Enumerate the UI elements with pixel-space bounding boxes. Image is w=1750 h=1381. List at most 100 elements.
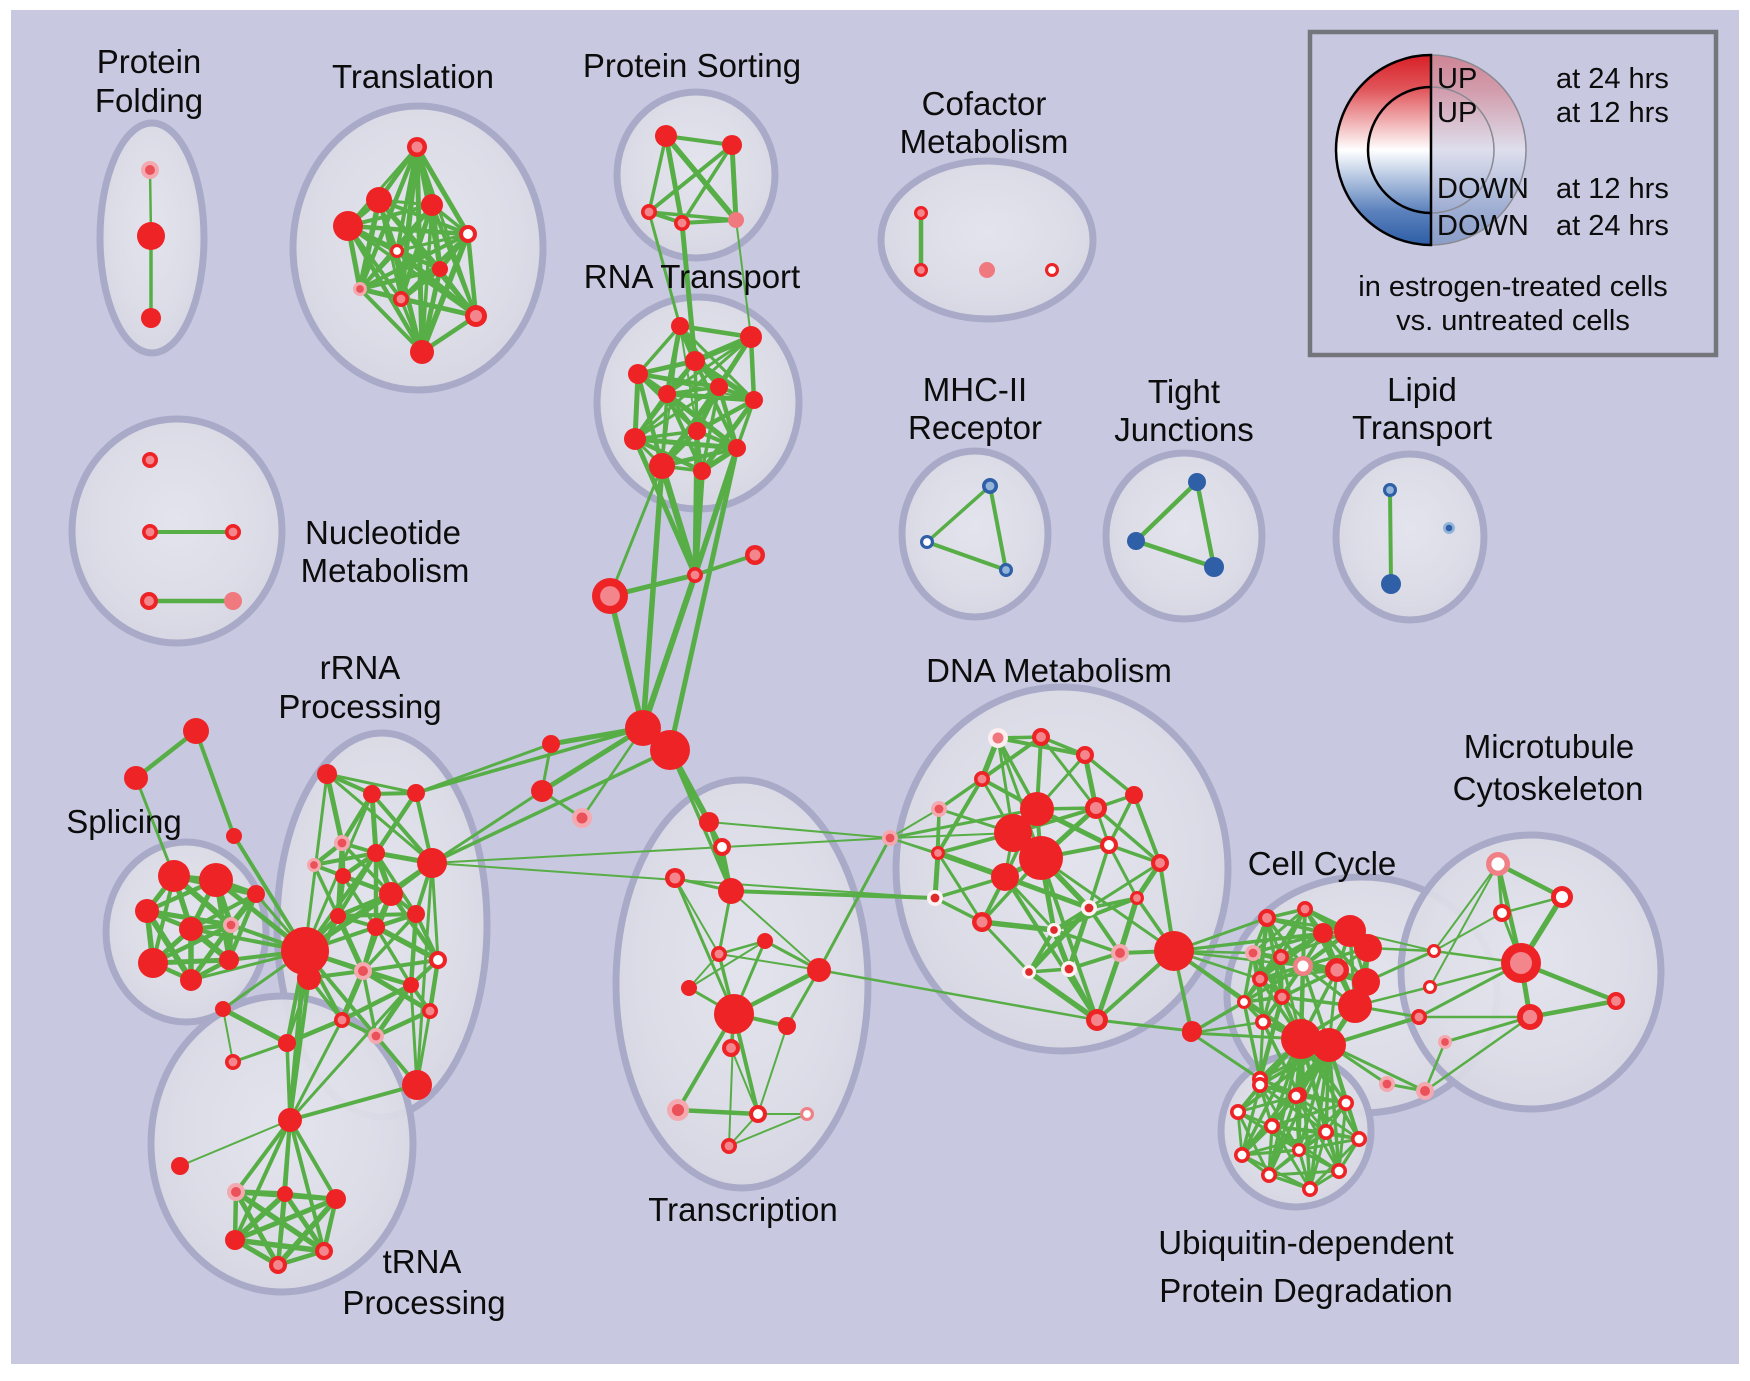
edge-ps2-ps4	[647, 210, 738, 222]
edge-rr6-rr11	[341, 874, 378, 929]
edge-ch8-dm4	[889, 808, 940, 839]
node-rt9	[728, 439, 746, 457]
legend-direction-3: DOWN	[1437, 173, 1529, 205]
node-rt2	[685, 351, 705, 371]
legend-inner-ring-left	[1366, 85, 1432, 215]
legend-direction-2: UP	[1437, 97, 1477, 129]
node-rr17	[422, 1003, 438, 1019]
node-tr3	[333, 211, 363, 241]
edge-dm15-dm20	[980, 920, 1031, 974]
node-tx0	[699, 812, 719, 832]
cluster-ellipse-mhc-ii-receptor	[898, 447, 1052, 621]
node-ps1	[722, 135, 742, 155]
edge-tn0-tn1	[179, 1119, 291, 1167]
node-ps3	[674, 215, 690, 231]
legend-box	[1307, 29, 1719, 358]
edge-ub1-ub2	[1236, 1094, 1298, 1114]
edge-tx9-tx12	[757, 1025, 788, 1115]
node-ub5	[1318, 1124, 1334, 1140]
node-tx14	[721, 1138, 737, 1154]
edge-rr18-rr20	[284, 1017, 345, 1046]
edge-rr22-tn0	[288, 1083, 419, 1122]
edge-ps1-ps4	[729, 142, 739, 223]
edge-ps2-rt0	[647, 210, 682, 328]
node-sc3	[179, 917, 203, 941]
node-cc11	[1274, 989, 1290, 1005]
node-tx3	[718, 878, 744, 904]
edge-st0-st2	[194, 729, 236, 838]
cluster-label-splicing-line1: Splicing	[66, 803, 182, 840]
node-dm2	[1076, 746, 1094, 764]
edge-rt6-rt7	[694, 397, 757, 434]
node-tn4	[326, 1189, 346, 1209]
node-dm21	[1061, 961, 1077, 977]
edge-tn3-tn5	[232, 1191, 288, 1243]
edge-tr4-tr5	[395, 232, 470, 253]
node-rr4	[367, 844, 385, 862]
node-rt8	[624, 428, 646, 450]
edge-ub5-ub7	[1240, 1130, 1328, 1157]
edge-sc4-sc6	[188, 922, 234, 983]
edge-dm3-dm4	[937, 777, 984, 811]
node-tx13	[800, 1107, 814, 1121]
cluster-label-microtubule-cytoskeleton-line1: Microtubule	[1464, 728, 1635, 765]
cluster-label-rrna-processing-line2: Processing	[278, 688, 441, 725]
edge-sc3-sc8	[189, 892, 258, 931]
node-nm2	[225, 524, 241, 540]
cluster-label-protein-sorting-line1: Protein Sorting	[583, 47, 801, 84]
edge-rt10-ch0	[608, 464, 664, 598]
cluster-label-rna-transport-line1: RNA Transport	[584, 258, 800, 295]
cluster-label-trna-processing-line2: Processing	[342, 1284, 505, 1321]
edge-ub3-ub4	[1270, 1101, 1348, 1128]
edge-ps0-ps1	[664, 134, 734, 147]
node-tr10	[410, 340, 434, 364]
edge-tn4-tn5	[232, 1196, 339, 1243]
edge-tr8-tr9	[399, 297, 478, 318]
cluster-label-lipid-transport-line1: Lipid	[1387, 371, 1457, 408]
node-cc15	[1281, 1019, 1321, 1059]
node-sc7	[219, 950, 239, 970]
node-nm4	[224, 592, 242, 610]
node-rr15	[429, 951, 447, 969]
node-ch5	[542, 735, 560, 753]
node-ub7	[1234, 1147, 1250, 1163]
edge-dm6-dm12	[1094, 806, 1162, 865]
node-ch7	[572, 808, 592, 828]
cluster-ellipse-tight-junctions	[1102, 449, 1266, 623]
node-dm14	[927, 890, 943, 906]
node-dm11	[1100, 836, 1118, 854]
node-tx6	[807, 958, 831, 982]
edge-tx8-tx14	[728, 1013, 735, 1147]
node-ub9	[1261, 1167, 1277, 1183]
edge-tj1-tj2	[1133, 538, 1217, 570]
edge-dm12-dm17	[1087, 861, 1162, 910]
node-mt9	[1438, 1035, 1452, 1049]
cluster-label-cell-cycle-line1: Cell Cycle	[1248, 845, 1397, 882]
node-rr1	[363, 785, 381, 803]
node-dm15	[972, 912, 992, 932]
edge-tx13-tx14	[728, 1113, 808, 1147]
node-lp1	[1381, 574, 1401, 594]
node-rr9	[407, 905, 425, 923]
legend-direction-4: DOWN	[1437, 210, 1529, 242]
edge-rr0-rr2	[325, 772, 418, 795]
edge-rr0-rr3	[324, 771, 345, 846]
node-ps0	[655, 125, 677, 147]
node-ps4	[728, 212, 744, 228]
node-dm13	[991, 863, 1019, 891]
edge-cc12-cc17	[1242, 1000, 1262, 1081]
edge-tx2-tx8	[673, 876, 736, 1016]
edge-ub4-ub9	[1267, 1124, 1274, 1177]
node-mh1	[920, 535, 934, 549]
cluster-ellipse-trna-processing	[147, 992, 417, 1296]
node-cc2	[1313, 923, 1333, 943]
node-cc16	[1312, 1028, 1346, 1062]
node-rt5	[658, 385, 676, 403]
cluster-ellipse-lipid-transport	[1332, 450, 1488, 624]
edge-rr16-rr22	[409, 983, 419, 1087]
edge-tn3-tn6	[282, 1191, 327, 1254]
node-tx8	[714, 994, 754, 1034]
node-tn3	[277, 1186, 293, 1202]
node-mt5	[1607, 992, 1625, 1010]
